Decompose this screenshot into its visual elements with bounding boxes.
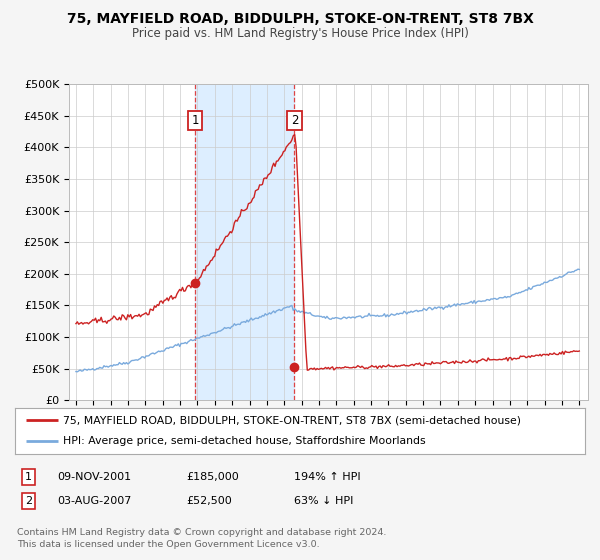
Text: 75, MAYFIELD ROAD, BIDDULPH, STOKE-ON-TRENT, ST8 7BX: 75, MAYFIELD ROAD, BIDDULPH, STOKE-ON-TR…	[67, 12, 533, 26]
Text: 63% ↓ HPI: 63% ↓ HPI	[294, 496, 353, 506]
Text: 75, MAYFIELD ROAD, BIDDULPH, STOKE-ON-TRENT, ST8 7BX (semi-detached house): 75, MAYFIELD ROAD, BIDDULPH, STOKE-ON-TR…	[64, 415, 521, 425]
Text: £185,000: £185,000	[186, 472, 239, 482]
Text: 03-AUG-2007: 03-AUG-2007	[57, 496, 131, 506]
Text: 1: 1	[25, 472, 32, 482]
Text: 2: 2	[291, 114, 298, 127]
Text: Contains HM Land Registry data © Crown copyright and database right 2024.
This d: Contains HM Land Registry data © Crown c…	[17, 528, 386, 549]
Text: 194% ↑ HPI: 194% ↑ HPI	[294, 472, 361, 482]
Bar	[195, 84, 295, 400]
Text: 1: 1	[191, 114, 199, 127]
Text: 2: 2	[25, 496, 32, 506]
Text: 09-NOV-2001: 09-NOV-2001	[57, 472, 131, 482]
Text: £52,500: £52,500	[186, 496, 232, 506]
Text: HPI: Average price, semi-detached house, Staffordshire Moorlands: HPI: Average price, semi-detached house,…	[64, 436, 426, 446]
Text: Price paid vs. HM Land Registry's House Price Index (HPI): Price paid vs. HM Land Registry's House …	[131, 27, 469, 40]
